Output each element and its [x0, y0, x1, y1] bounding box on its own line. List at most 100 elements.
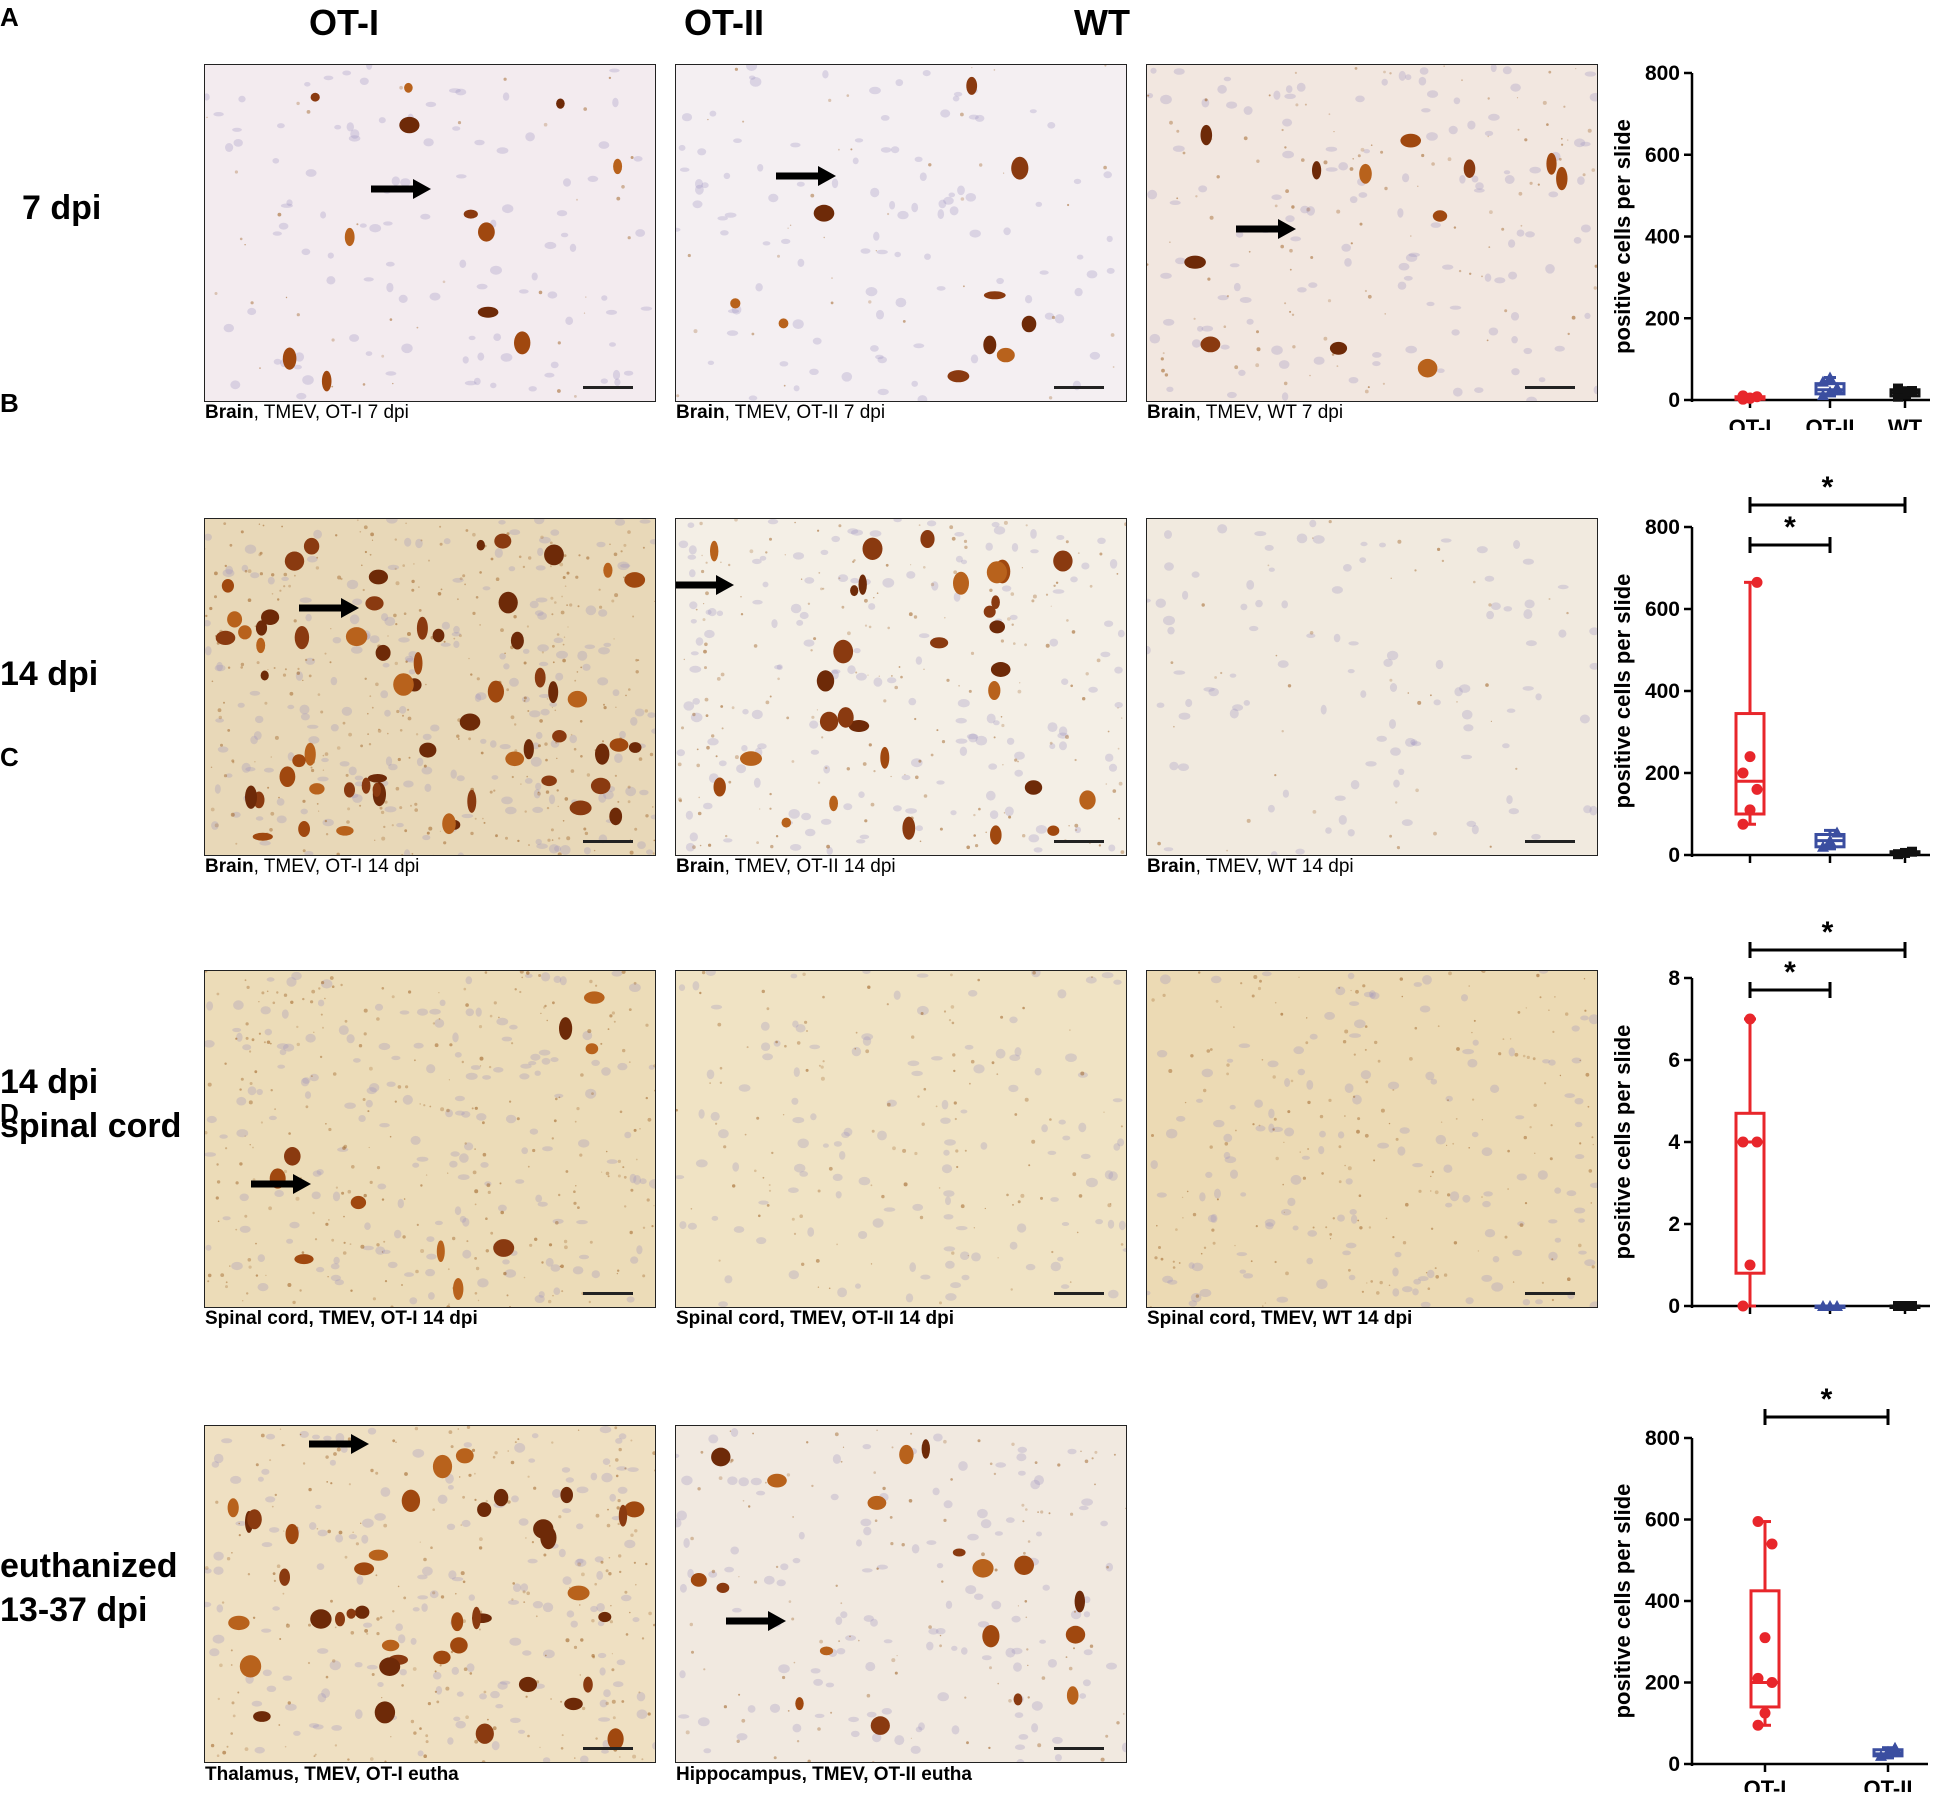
y-tick-label: 200: [1645, 1672, 1680, 1695]
data-point: [1893, 383, 1903, 394]
y-tick-label: 2: [1668, 1213, 1680, 1236]
row-label-d: euthanized 13-37 dpi: [0, 1544, 178, 1632]
data-point: [1737, 1300, 1749, 1312]
micrograph-d2: [675, 1425, 1127, 1763]
y-tick-label: 600: [1645, 598, 1680, 621]
y-tick-label: 6: [1668, 1049, 1680, 1072]
y-tick-label: 800: [1645, 516, 1680, 539]
significance-star: *: [1784, 956, 1796, 989]
scale-bar: [1525, 840, 1575, 843]
y-tick-label: 400: [1645, 1590, 1680, 1613]
caption-a1-rest: , TMEV, OT-I 7 dpi: [253, 402, 409, 423]
scale-bar: [583, 1292, 633, 1295]
data-point: [1751, 1136, 1763, 1148]
data-point: [1752, 1672, 1764, 1684]
data-point: [1752, 1719, 1764, 1731]
y-axis-label: positive cells per slide: [1610, 574, 1635, 809]
box-plot-d: 0 200 400 600 800 positive cells per slide OT-…: [1610, 1383, 1928, 1792]
caption-c1-bold: Spinal cord, TMEV, OT-I 14 dpi: [205, 1308, 478, 1329]
data-point: [1752, 1516, 1764, 1528]
panel-letter-c: C: [0, 742, 19, 772]
caption-b2: Brain, TMEV, OT-II 14 dpi: [676, 856, 896, 878]
scale-bar: [1054, 1747, 1104, 1750]
data-point: [1766, 1677, 1778, 1688]
caption-b3-rest: , TMEV, WT 14 dpi: [1195, 856, 1354, 877]
data-point: [1893, 391, 1903, 402]
panel-letter-d: D: [0, 1098, 19, 1128]
box-plot-a: 0 200 400 600 800 positive cells per slide OT-…: [1610, 62, 1930, 430]
panel-letter-b: B: [0, 388, 19, 418]
data-point: [1766, 1538, 1778, 1550]
micrograph-c1: [204, 970, 656, 1308]
caption-a2-bold: Brain: [676, 402, 725, 423]
data-point: [1744, 1013, 1756, 1025]
data-point: [1831, 1300, 1843, 1311]
data-point: [1900, 388, 1910, 399]
data-point: [1817, 375, 1829, 387]
y-tick-label: 200: [1645, 762, 1680, 785]
micrograph-a1: [204, 64, 656, 402]
data-point: [1907, 1301, 1917, 1311]
micrograph-a2: [675, 64, 1127, 402]
box: [1734, 712, 1766, 816]
data-point: [1737, 767, 1749, 779]
data-point: [1737, 818, 1749, 830]
caption-b1: Brain, TMEV, OT-I 14 dpi: [205, 856, 419, 878]
caption-c1: Spinal cord, TMEV, OT-I 14 dpi: [205, 1308, 478, 1330]
data-point: [1831, 826, 1843, 838]
micrograph-a3: [1146, 64, 1598, 402]
column-header-ot-i: OT-I: [309, 2, 379, 43]
y-tick-label: 200: [1645, 307, 1680, 330]
data-point: [1824, 385, 1836, 397]
caption-d2: Hippocampus, TMEV, OT-II eutha: [676, 1764, 972, 1786]
micrograph-b1: [204, 518, 656, 856]
y-tick-label: 600: [1645, 144, 1680, 167]
row-label-c-line-1: 14 dpi: [0, 1063, 99, 1101]
caption-c3: Spinal cord, TMEV, WT 14 dpi: [1147, 1308, 1412, 1330]
y-tick-label: 0: [1668, 844, 1680, 867]
row-label-d-line-2: 13-37 dpi: [0, 1591, 148, 1629]
data-point: [1759, 1707, 1771, 1719]
caption-b1-rest: , TMEV, OT-I 14 dpi: [253, 856, 420, 877]
caption-b2-rest: , TMEV, OT-II 14 dpi: [724, 856, 896, 877]
data-point: [1824, 834, 1836, 846]
data-point: [1744, 1259, 1756, 1271]
significance-star: *: [1784, 511, 1796, 544]
scale-bar: [583, 386, 633, 389]
data-point: [1824, 371, 1836, 383]
data-point: [1759, 1632, 1771, 1644]
row-label-b-line-1: 14 dpi: [0, 655, 99, 693]
y-axis-label: positive cells per slide: [1610, 1025, 1635, 1260]
y-axis-label: positive cells per slide: [1610, 119, 1635, 354]
data-point: [1875, 1749, 1887, 1761]
data-point: [1893, 1301, 1903, 1311]
data-point: [1907, 386, 1917, 397]
column-header-wt: WT: [1074, 2, 1130, 43]
data-point: [1889, 1741, 1901, 1753]
caption-a2-rest: , TMEV, OT-II 7 dpi: [724, 402, 886, 423]
data-point: [1882, 1745, 1894, 1757]
data-point: [1893, 849, 1903, 860]
scale-bar: [1054, 386, 1104, 389]
panel-letter-a: A: [0, 2, 19, 32]
y-tick-label: 0: [1668, 389, 1680, 412]
data-point: [1831, 381, 1843, 393]
caption-a2: Brain, TMEV, OT-II 7 dpi: [676, 402, 885, 424]
caption-b2-bold: Brain: [676, 856, 725, 877]
y-tick-label: 800: [1645, 1427, 1680, 1450]
y-tick-label: 8: [1668, 967, 1680, 990]
y-axis-label: positive cells per slide: [1610, 1484, 1635, 1719]
significance-star: *: [1821, 1383, 1833, 1416]
y-tick-label: 800: [1645, 62, 1680, 85]
scale-bar: [583, 1747, 633, 1750]
caption-a3-bold: Brain: [1147, 402, 1196, 423]
row-label-c: 14 dpi spinal cord: [0, 1060, 181, 1148]
box: [1749, 1589, 1781, 1709]
y-tick-label: 4: [1668, 1131, 1680, 1154]
scale-bar: [1054, 840, 1104, 843]
y-tick-label: 600: [1645, 1509, 1680, 1532]
scale-bar: [1525, 1292, 1575, 1295]
significance-star: *: [1822, 918, 1834, 949]
caption-a3: Brain, TMEV, WT 7 dpi: [1147, 402, 1343, 424]
micrograph-c3: [1146, 970, 1598, 1308]
